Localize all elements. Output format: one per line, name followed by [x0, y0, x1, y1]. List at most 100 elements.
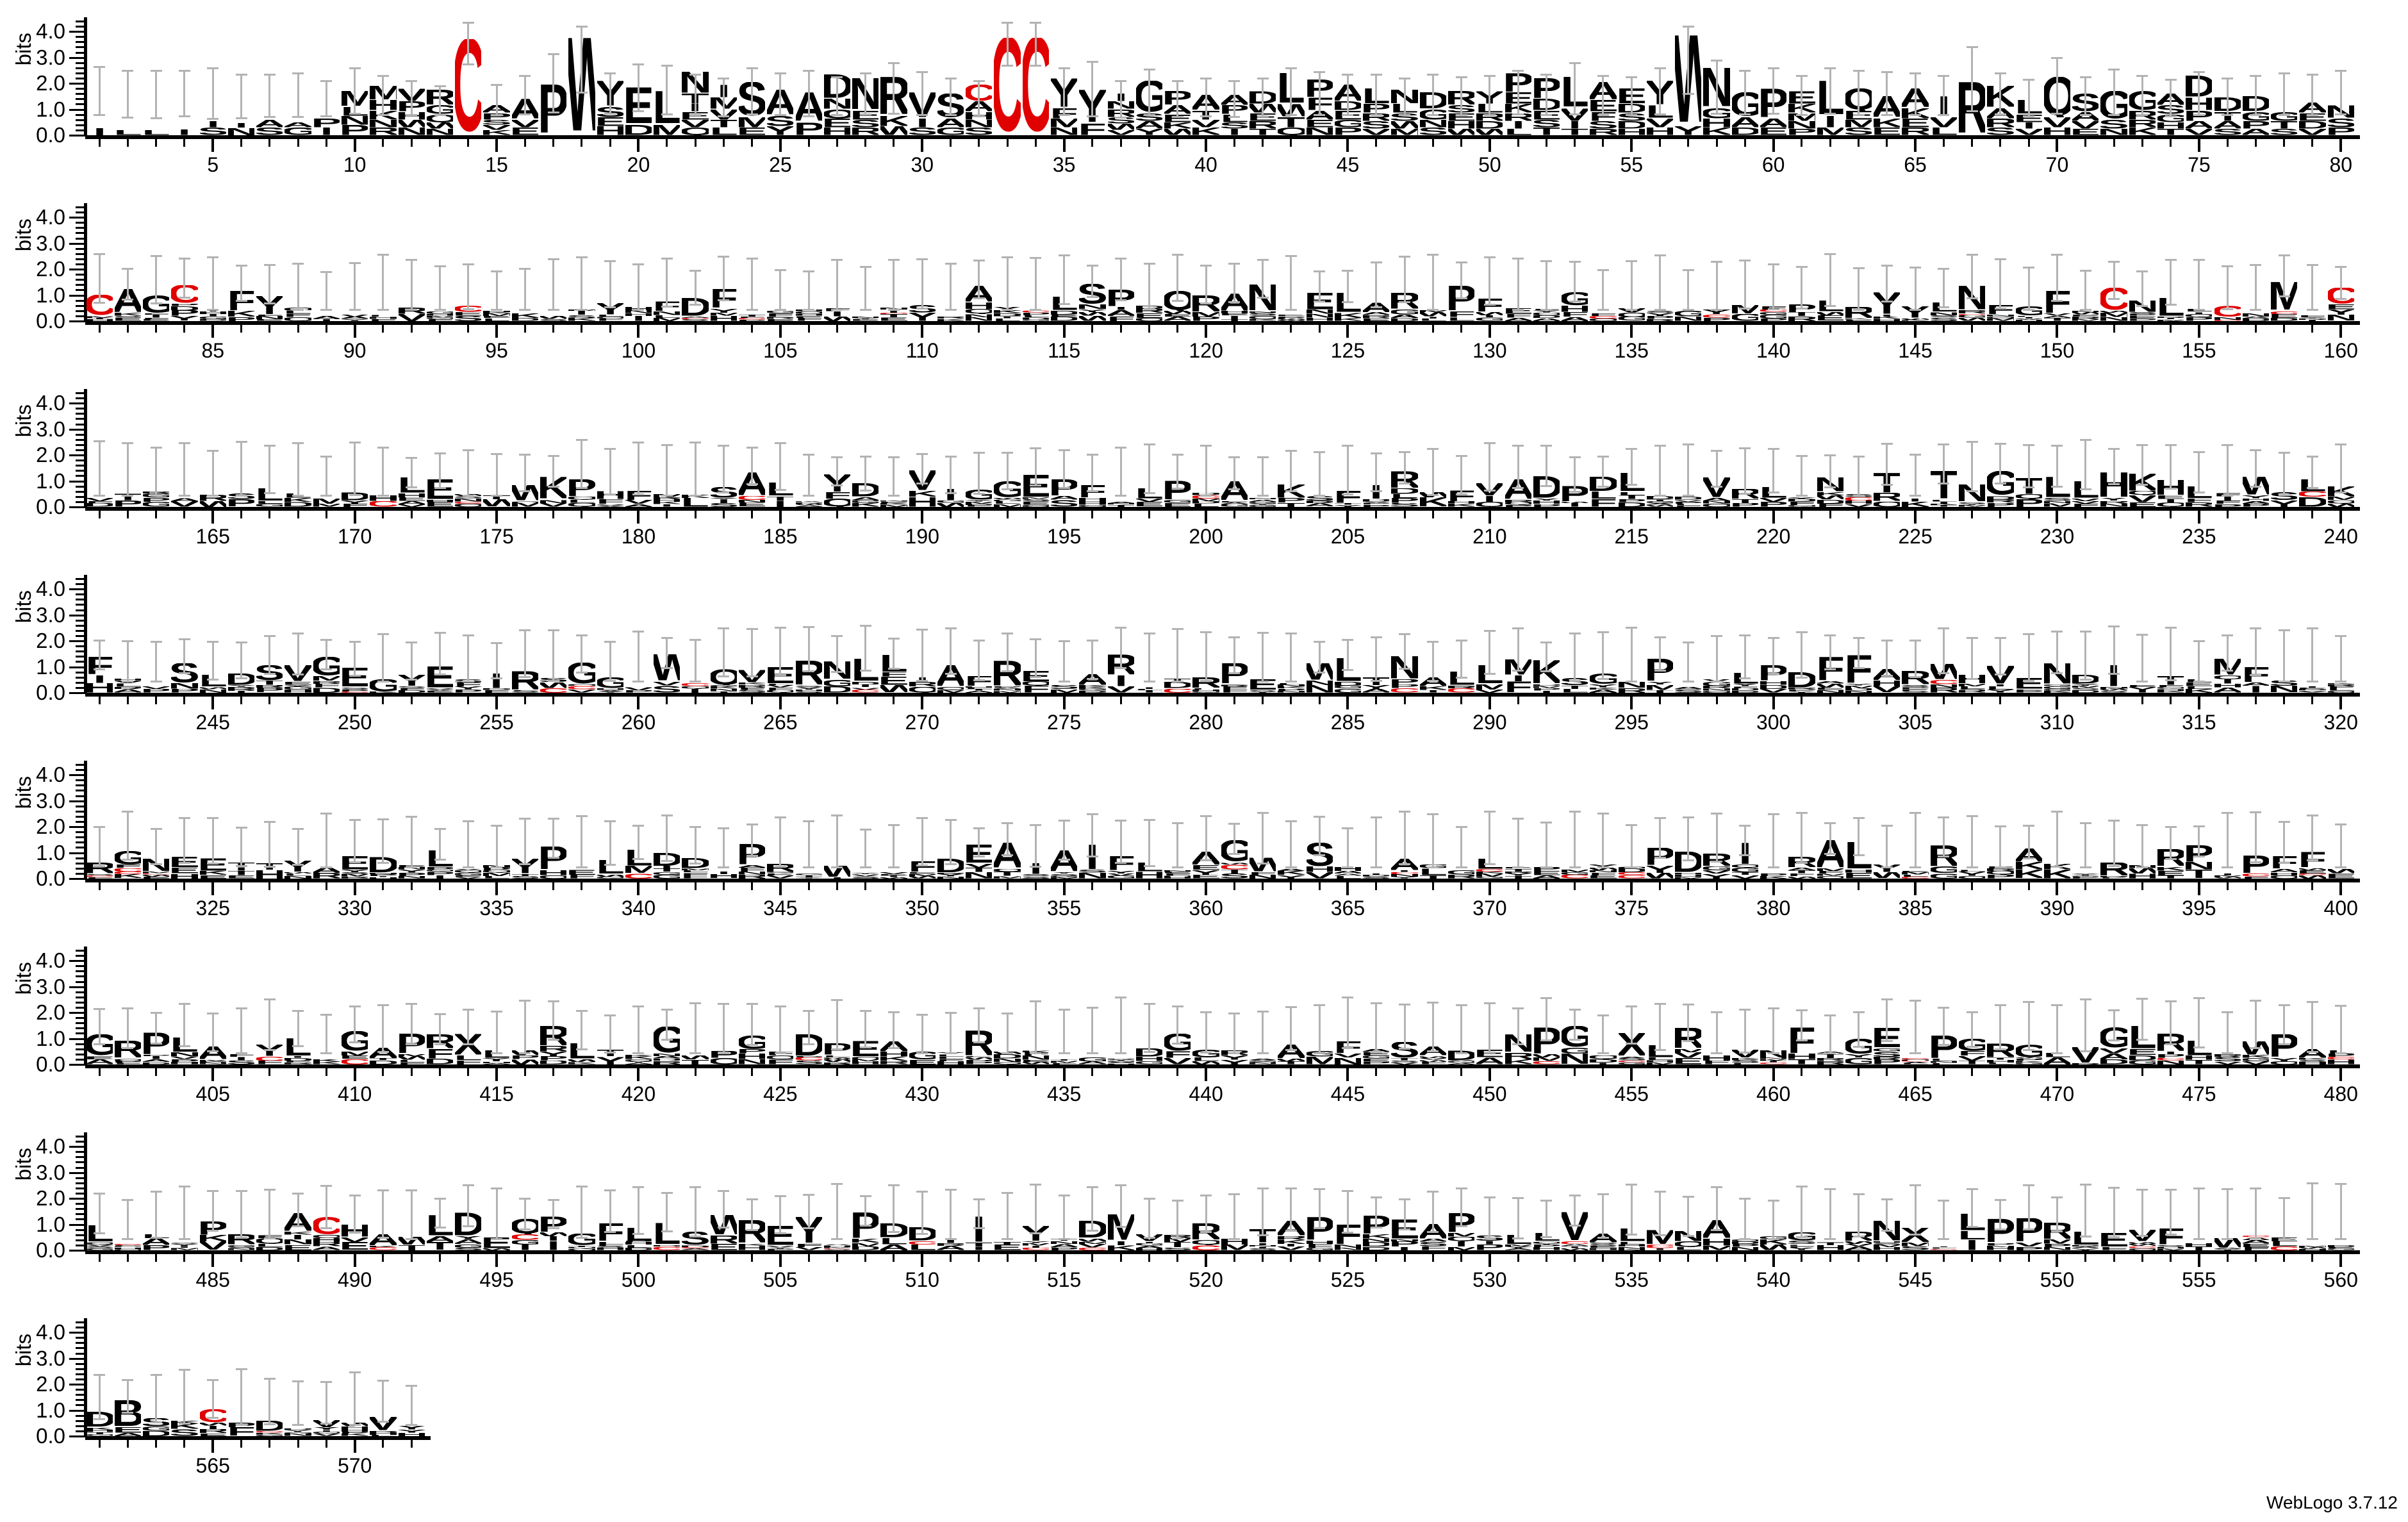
- logo-letter: R: [1874, 1057, 1900, 1060]
- x-tick: [2283, 1068, 2286, 1076]
- error-bar: [98, 1375, 101, 1419]
- logo-letter: K: [739, 682, 765, 684]
- error-bar-cap: [1881, 300, 1893, 302]
- logo-letter: Q: [256, 1238, 283, 1244]
- error-bar-cap: [1200, 1011, 1212, 1013]
- x-tick: [98, 139, 101, 147]
- logo-letter: T: [1391, 1058, 1418, 1060]
- logo-letter: L: [370, 314, 397, 317]
- error-bar-cap: [1115, 447, 1127, 449]
- error-bar-cap: [178, 638, 190, 640]
- y-major-tick: [69, 506, 86, 508]
- error-bar-cap: [774, 1005, 786, 1007]
- x-tick: [1942, 1254, 1945, 1262]
- error-bar: [1630, 1184, 1633, 1235]
- logo-letter: K: [852, 1239, 878, 1243]
- logo-letter: V: [87, 1245, 113, 1246]
- logo-letter: M: [682, 868, 708, 870]
- logo-letter: T: [1249, 128, 1276, 135]
- error-bar-cap: [519, 863, 531, 865]
- error-bar-cap: [207, 1013, 219, 1015]
- logo-letter: Y: [171, 1244, 197, 1246]
- logo-letter: K: [115, 313, 141, 316]
- logo-letter: R: [1788, 317, 1815, 321]
- error-bar-cap: [406, 456, 418, 459]
- error-bar: [2027, 1002, 2030, 1050]
- error-bar-cap: [1739, 854, 1751, 856]
- error-bar-cap: [1824, 112, 1836, 115]
- logo-letter: V: [1675, 1052, 1701, 1058]
- logo-letter: K: [1760, 876, 1786, 879]
- logo-letter: W: [2129, 868, 2156, 873]
- error-bar: [1744, 635, 1746, 678]
- y-minor-tick: [76, 443, 86, 446]
- logo-letter: N: [1391, 1239, 1417, 1242]
- error-bar-cap: [1058, 254, 1070, 257]
- logo-letter: E: [1902, 119, 1928, 128]
- x-tick-label: 280: [1189, 711, 1223, 734]
- x-tick: [1971, 1068, 1974, 1076]
- error-bar-cap: [2278, 494, 2290, 497]
- x-tick: [1801, 511, 1803, 518]
- x-tick: [1517, 1068, 1519, 1076]
- error-bar-cap: [1597, 114, 1609, 117]
- error-bar: [2084, 76, 2087, 115]
- logo-letter: M: [1788, 113, 1815, 121]
- error-bar-cap: [2193, 1237, 2205, 1240]
- logo-letter: N: [880, 500, 907, 502]
- error-bar-cap: [2023, 825, 2035, 827]
- logo-letter: R: [1221, 684, 1248, 687]
- x-tick-label: 160: [2323, 339, 2358, 362]
- error-bar-cap: [1994, 1048, 2006, 1050]
- logo-letter: V: [2100, 1048, 2127, 1054]
- error-bar: [155, 1191, 158, 1237]
- logo-letter: L: [256, 488, 283, 501]
- logo-letter: A: [1448, 1063, 1474, 1064]
- error-bar-cap: [1795, 1009, 1808, 1012]
- x-tick-label: 50: [1478, 153, 1501, 176]
- logo-letter: N: [1307, 681, 1333, 685]
- error-bar-cap: [2335, 1005, 2347, 1007]
- error-bar: [2141, 824, 2143, 867]
- error-bar-cap: [1966, 1187, 1978, 1190]
- x-tick: [1659, 882, 1662, 890]
- error-bar-cap: [1909, 639, 1922, 641]
- logo-letter: L: [1958, 686, 1986, 689]
- error-bar-cap: [235, 440, 247, 443]
- error-bar: [1233, 457, 1235, 489]
- logo-letter: H: [824, 128, 850, 135]
- error-bar: [2113, 448, 2115, 484]
- error-bar-cap: [1540, 113, 1553, 116]
- logo-letter: I: [1483, 1241, 1496, 1245]
- error-bar-cap: [1540, 445, 1553, 447]
- x-tick: [609, 1254, 611, 1262]
- logo-letter: D: [483, 688, 509, 690]
- logo-letter: M: [1476, 684, 1503, 690]
- logo-letter: T: [227, 871, 255, 876]
- logo-letter: T: [1562, 128, 1588, 135]
- logo-letter: C: [2271, 311, 2297, 315]
- y-tick-label: 2.0: [36, 71, 65, 95]
- x-tick: [325, 1440, 327, 1448]
- error-bar: [1375, 262, 1378, 307]
- logo-letter: E: [1760, 128, 1786, 135]
- x-tick-label: 560: [2323, 1268, 2358, 1291]
- error-bar: [1148, 820, 1150, 866]
- logo-letter: P: [342, 690, 368, 691]
- error-bar-cap: [1597, 74, 1609, 77]
- error-bar-cap: [1909, 1052, 1922, 1054]
- logo-letter: Y: [1363, 685, 1389, 689]
- logo-letter: I: [1937, 501, 1950, 504]
- logo-letter: L: [2015, 316, 2042, 317]
- logo-letter: G: [87, 1248, 113, 1250]
- x-tick: [155, 882, 158, 890]
- logo-letter: T: [994, 316, 1021, 318]
- error-bar-cap: [1994, 1004, 2006, 1007]
- x-tick: [609, 139, 611, 147]
- error-bar: [155, 641, 158, 681]
- error-bar-cap: [1824, 305, 1836, 308]
- logo-letter: G: [1619, 317, 1645, 321]
- logo-letter: L: [2100, 1247, 2127, 1249]
- logo-letter: A: [1108, 310, 1134, 317]
- error-bar-cap: [2335, 298, 2347, 301]
